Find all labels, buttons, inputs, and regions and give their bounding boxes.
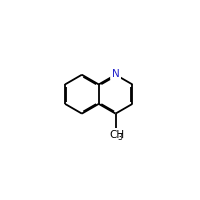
Text: CH: CH	[109, 130, 124, 140]
Text: N: N	[112, 69, 119, 79]
Text: 3: 3	[118, 133, 123, 142]
